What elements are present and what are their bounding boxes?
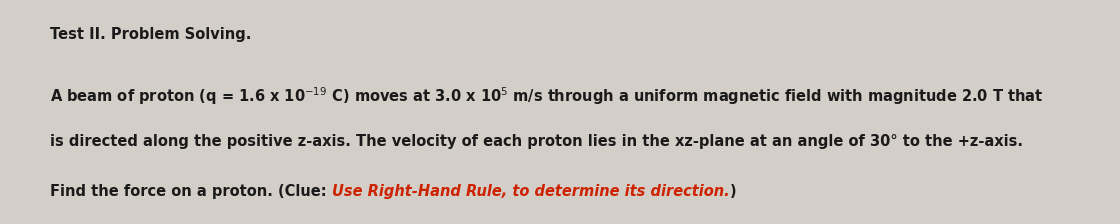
Text: A beam of proton (q = 1.6 x 10$^{-19}$ C) moves at 3.0 x 10$^{5}$ m/s through a : A beam of proton (q = 1.6 x 10$^{-19}$ C… [50, 85, 1044, 107]
Text: Find the force on a proton. (Clue:: Find the force on a proton. (Clue: [50, 184, 333, 199]
Text: Test II. Problem Solving.: Test II. Problem Solving. [50, 27, 252, 42]
Text: ): ) [730, 184, 736, 199]
Text: Use Right-Hand Rule, to determine its direction.: Use Right-Hand Rule, to determine its di… [333, 184, 730, 199]
Text: is directed along the positive z-axis. The velocity of each proton lies in the x: is directed along the positive z-axis. T… [50, 134, 1024, 149]
